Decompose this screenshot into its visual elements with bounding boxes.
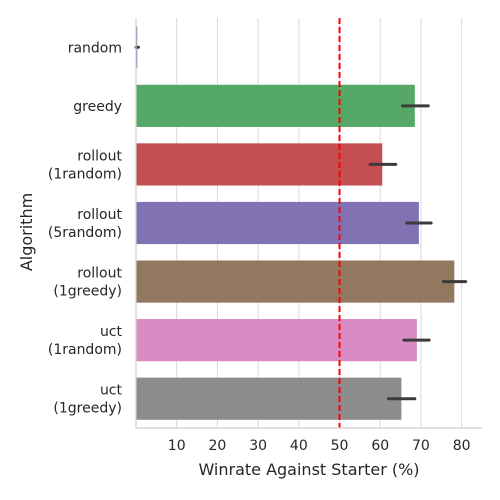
- y-tick-label-line: random: [68, 40, 122, 56]
- y-tick-label-4: rollout (1greedy): [53, 266, 122, 300]
- x-tick-label-70: 70: [412, 438, 430, 454]
- x-tick-label-20: 20: [208, 438, 226, 454]
- y-tick-label-line: uct: [100, 324, 123, 340]
- error-bars: [134, 45, 468, 401]
- x-tick-label-40: 40: [290, 438, 308, 454]
- y-tick-label-3: rollout (5random): [48, 207, 123, 241]
- y-tick-label-line: (5random): [48, 225, 122, 241]
- y-tick-label-1: greedy: [73, 99, 122, 115]
- bar-1: [136, 84, 415, 127]
- x-tick-label-80: 80: [453, 438, 471, 454]
- y-tick-label-5: uct (1random): [48, 324, 123, 358]
- y-tick-labels: random greedy rollout (1random) rollout (5ran…: [48, 40, 123, 416]
- y-tick-label-line: rollout: [77, 148, 122, 164]
- x-tick-label-50: 50: [331, 438, 349, 454]
- bar-4: [136, 260, 455, 303]
- x-axis-title: Winrate Against Starter (%): [198, 460, 419, 479]
- axes: [135, 18, 482, 429]
- x-tick-label-60: 60: [371, 438, 389, 454]
- y-tick-label-line: rollout: [77, 207, 122, 223]
- y-tick-label-0: random: [68, 40, 122, 56]
- x-tick-label-30: 30: [249, 438, 267, 454]
- bar-3: [136, 201, 419, 245]
- y-tick-label-line: (1random): [48, 342, 122, 358]
- y-tick-label-line: (1greedy): [53, 284, 122, 300]
- bar-5: [136, 319, 417, 362]
- y-tick-label-line: rollout: [77, 266, 122, 282]
- y-tick-label-6: uct (1greedy): [53, 383, 122, 417]
- x-tick-label-10: 10: [168, 438, 186, 454]
- bars: [136, 26, 455, 420]
- y-tick-label-2: rollout (1random): [48, 148, 123, 182]
- y-tick-label-line: (1random): [48, 166, 122, 182]
- bar-6: [136, 377, 402, 420]
- y-tick-label-line: (1greedy): [53, 401, 122, 417]
- bar-2: [136, 143, 383, 186]
- x-tick-labels: 10 20 30 40 50 60 70 80: [168, 438, 471, 454]
- y-tick-label-line: greedy: [73, 99, 122, 115]
- y-axis-title: Algorithm: [17, 193, 36, 271]
- y-tick-label-line: uct: [100, 383, 123, 399]
